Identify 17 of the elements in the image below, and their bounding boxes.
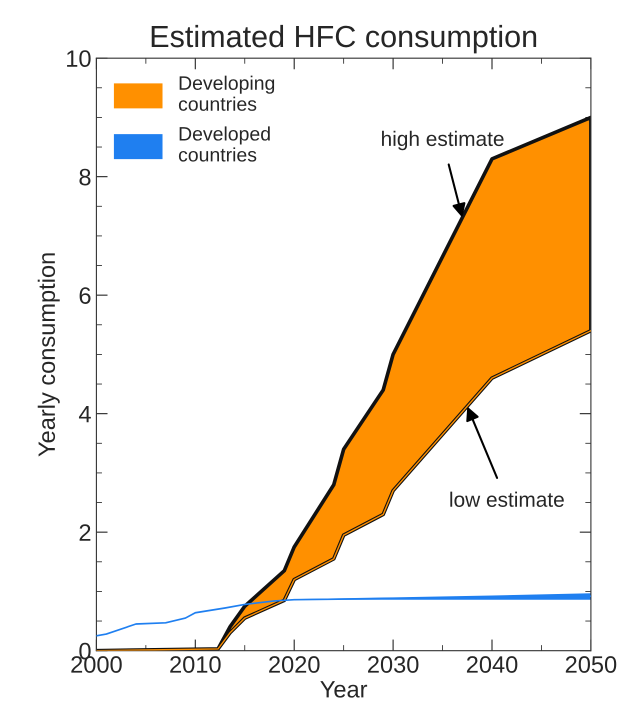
x-axis-title: Year [320, 681, 368, 698]
x-tick-label: 2020 [269, 656, 320, 673]
annotation: low estimate [450, 492, 564, 507]
y-axis-title: Yearly consumption [38, 253, 60, 456]
legend-label: Developed countries [178, 126, 270, 162]
y-tick-label: 10 [67, 50, 91, 67]
chart-title: Estimated HFC consumption [152, 24, 536, 54]
y-tick-label: 8 [79, 168, 91, 186]
y-tick-label: 6 [80, 287, 91, 304]
annotation: high estimate [382, 130, 504, 150]
y-tick-label: 4 [78, 406, 91, 422]
legend-label: Developing countries [178, 76, 274, 111]
y-tick-label: 2 [80, 524, 90, 541]
x-tick-label: 2030 [368, 656, 418, 673]
x-tick-label: 2040 [466, 656, 518, 673]
x-tick-label: 2050 [566, 656, 616, 673]
x-tick-label: 2010 [170, 656, 221, 673]
